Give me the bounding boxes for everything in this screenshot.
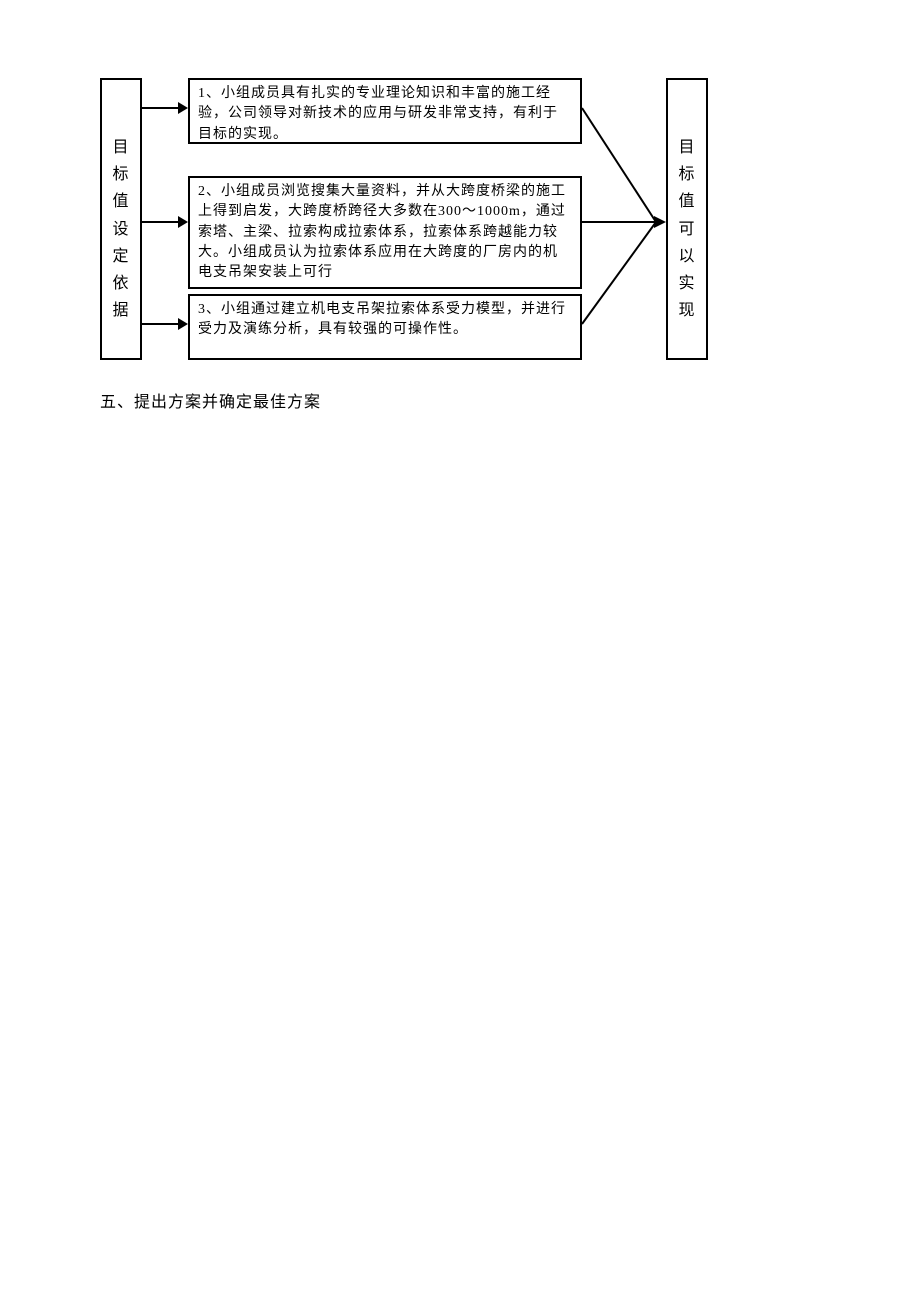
right-convergence-svg [582, 78, 666, 360]
reason-box-3: 3、小组通过建立机电支吊架拉索体系受力模型，并进行受力及演练分析，具有较强的可操… [188, 294, 582, 360]
section-heading: 五、提出方案并确定最佳方案 [100, 388, 321, 412]
page: 目 标 值 设 定 依 据 目 标 值 可 以 实 现 1、小组成员具有扎实的专… [0, 0, 920, 1301]
left-char-1: 目 [108, 134, 134, 161]
left-arrow-2-line [142, 221, 178, 223]
right-char-1: 目 [674, 134, 700, 161]
left-char-5: 定 [108, 243, 134, 270]
left-arrow-1-head [178, 102, 188, 114]
reason-box-2: 2、小组成员浏览搜集大量资料，并从大跨度桥梁的施工上得到启发，大跨度桥跨径大多数… [188, 176, 582, 289]
left-char-7: 据 [108, 297, 134, 324]
left-arrow-1-line [142, 107, 178, 109]
left-source-box: 目 标 值 设 定 依 据 [100, 78, 142, 360]
right-char-5: 以 [674, 243, 700, 270]
left-char-6: 依 [108, 270, 134, 297]
left-arrow-3-head [178, 318, 188, 330]
right-char-6: 实 [674, 270, 700, 297]
left-char-4: 设 [108, 216, 134, 243]
left-arrow-2-head [178, 216, 188, 228]
right-char-2: 标 [674, 161, 700, 188]
left-char-2: 标 [108, 161, 134, 188]
right-char-3: 值 [674, 188, 700, 215]
flow-diagram: 目 标 值 设 定 依 据 目 标 值 可 以 实 现 1、小组成员具有扎实的专… [100, 78, 708, 362]
reason-box-1: 1、小组成员具有扎实的专业理论知识和丰富的施工经验，公司领导对新技术的应用与研发… [188, 78, 582, 144]
left-arrow-3-line [142, 323, 178, 325]
right-char-4: 可 [674, 216, 700, 243]
right-target-box: 目 标 值 可 以 实 现 [666, 78, 708, 360]
right-char-7: 现 [674, 297, 700, 324]
left-char-3: 值 [108, 188, 134, 215]
